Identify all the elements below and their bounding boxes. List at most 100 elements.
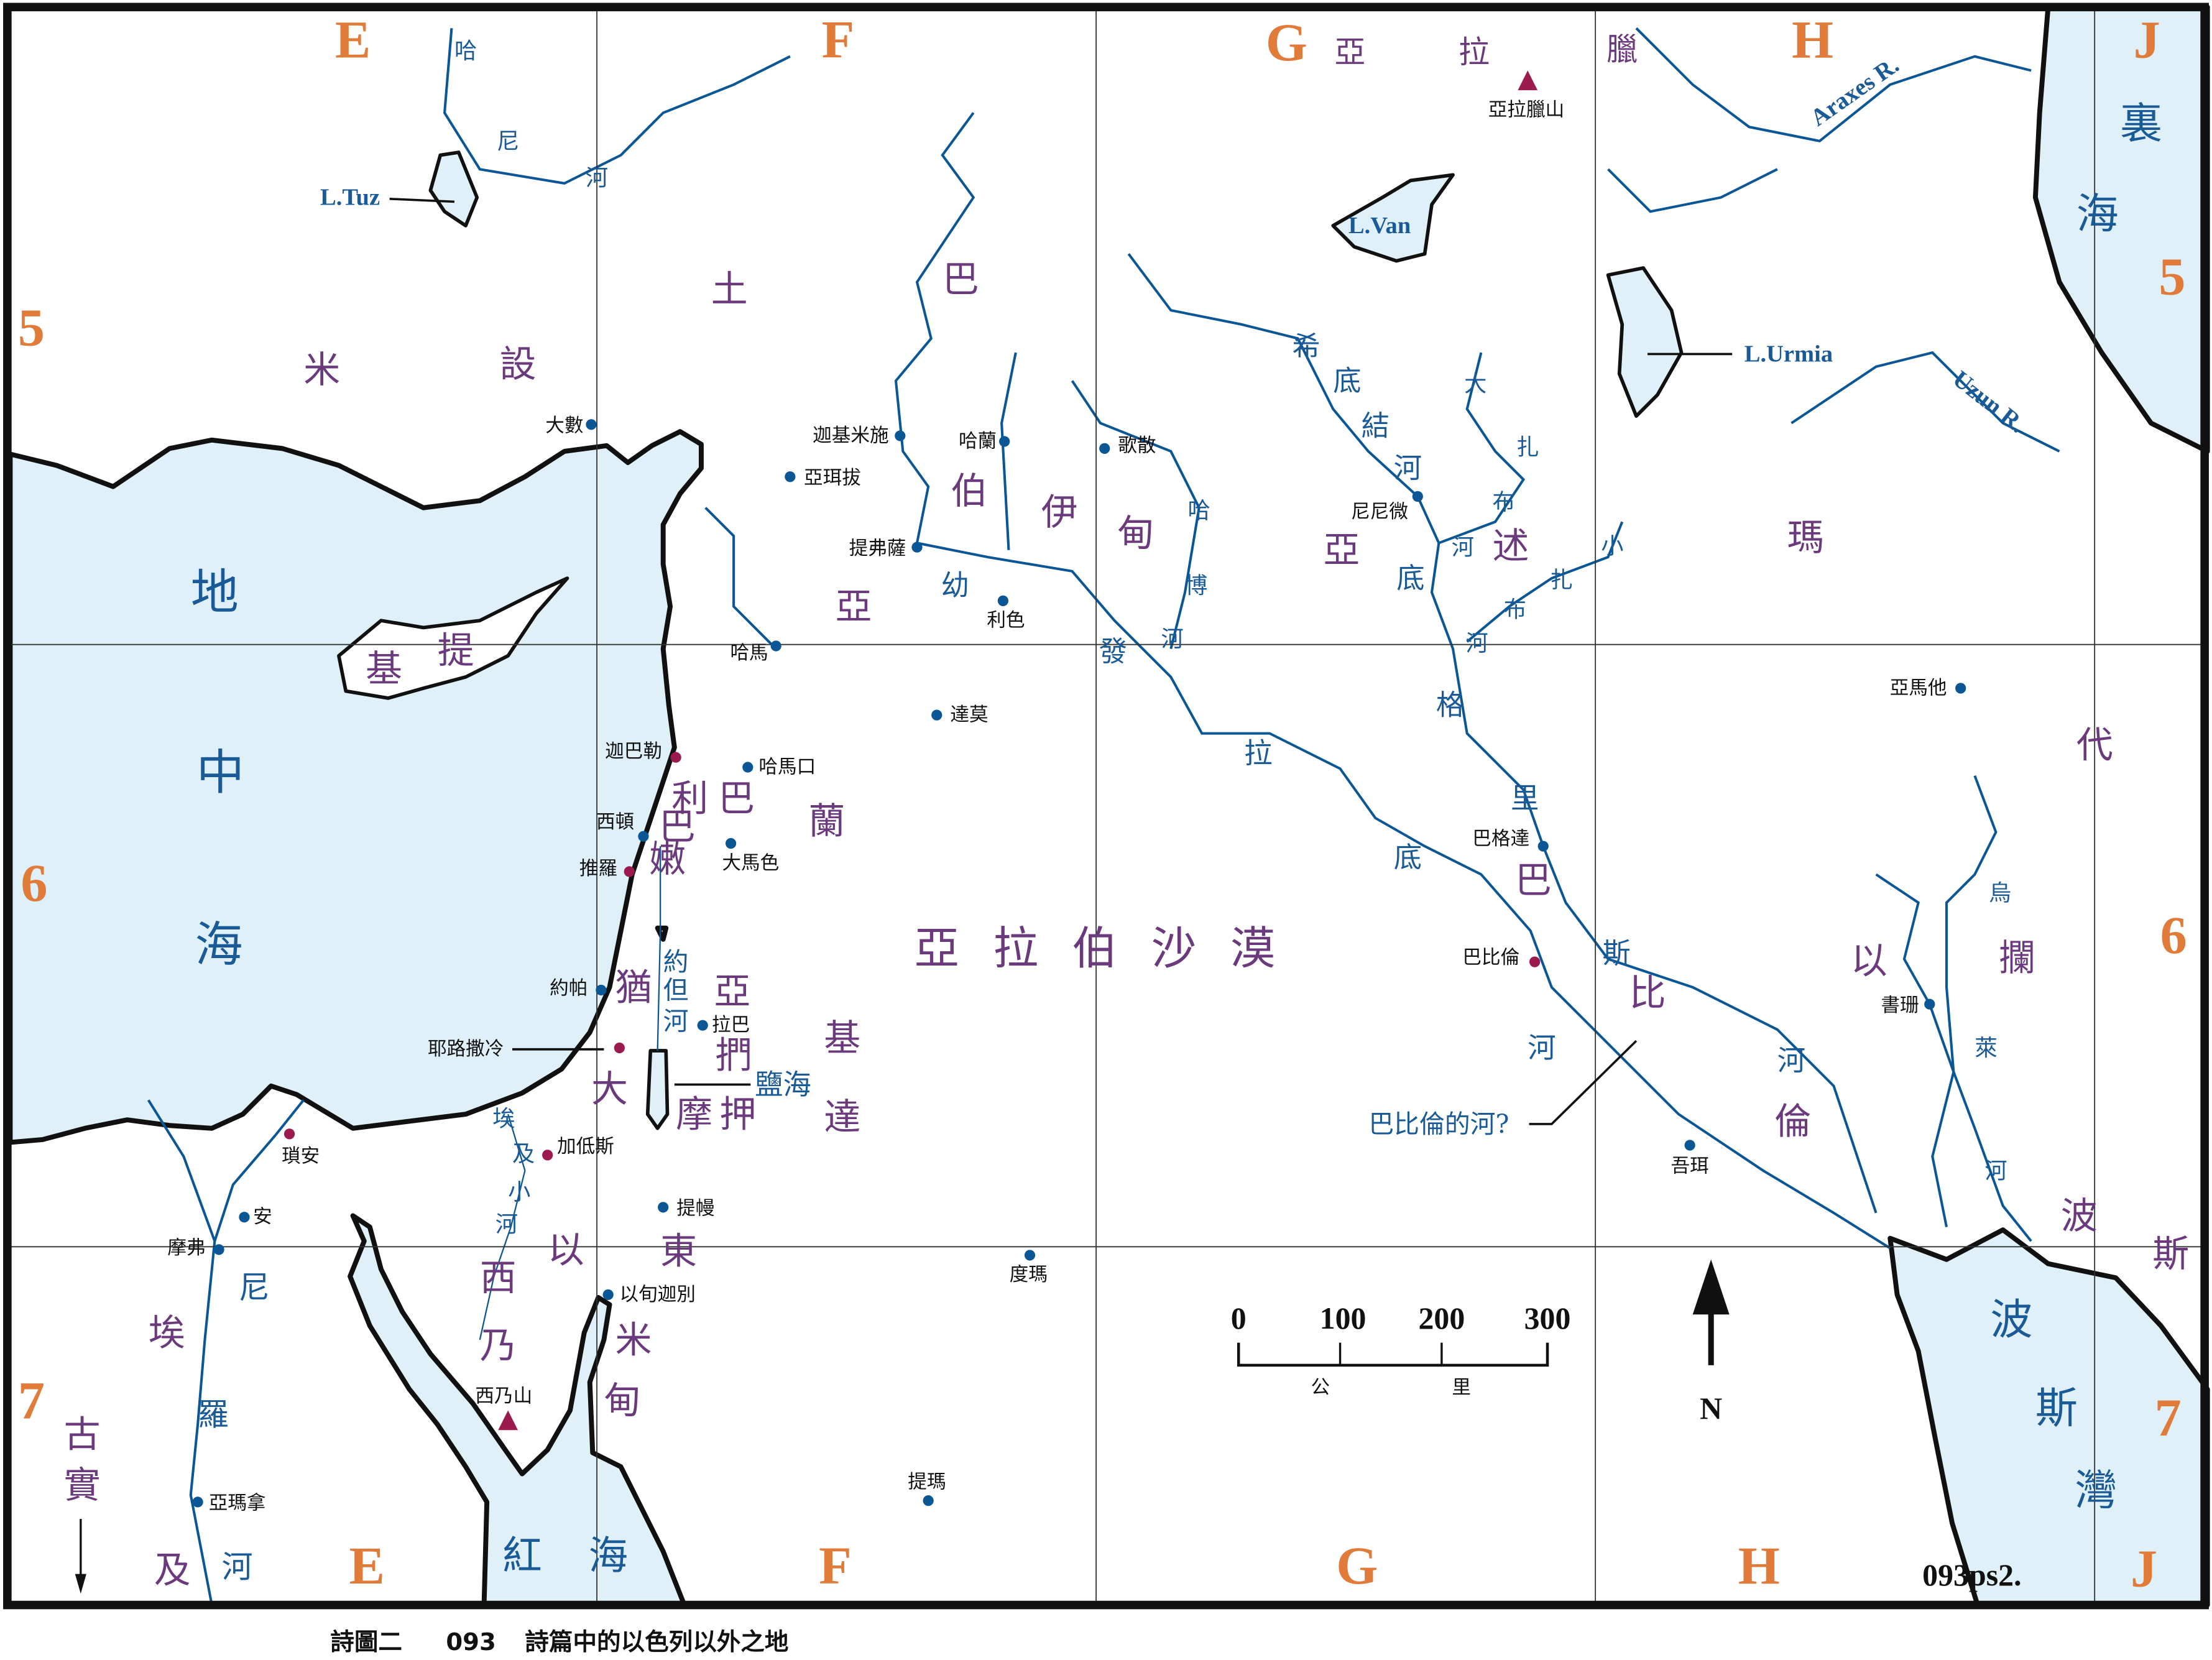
water-label: 海	[195, 917, 243, 973]
region-label: 西	[480, 1257, 517, 1299]
city-marker-icon	[1412, 491, 1423, 502]
water-label: 烏	[1989, 879, 2011, 906]
euphrates-river	[894, 112, 1891, 1250]
city-marker-icon	[283, 1128, 295, 1140]
water-label: 斯	[2035, 1385, 2078, 1434]
grid-column-label: G	[1336, 1536, 1378, 1595]
city-label: 迦基米施	[813, 425, 888, 446]
grid-column-label: J	[2134, 10, 2160, 70]
jordan-river	[657, 846, 661, 1051]
grid-row-label: 6	[2160, 905, 2187, 965]
water-label: 河	[1465, 630, 1488, 657]
region-label: 巴	[1515, 859, 1552, 901]
nile-delta-east	[213, 1099, 305, 1242]
caption-title: 詩篇中的以色列以外之地	[525, 1628, 788, 1656]
red-sea	[348, 1213, 687, 1608]
region-label: 東	[660, 1230, 697, 1273]
south-arrow-head	[75, 1574, 86, 1594]
region-label: 沙	[1151, 923, 1197, 975]
water-label: 哈	[454, 37, 477, 64]
great-zab-river	[1438, 352, 1526, 545]
caption-number: 093	[446, 1628, 495, 1656]
water-label: 灣	[2075, 1466, 2117, 1515]
city-label: 加低斯	[557, 1136, 614, 1158]
lake-or-river-name: L.Tuz	[320, 185, 380, 211]
water-label: 河	[1528, 1031, 1555, 1064]
city-label: 吾珥	[1671, 1156, 1709, 1178]
water-label: 發	[1099, 635, 1127, 668]
city-label: 巴格達	[1472, 828, 1529, 850]
cyprus	[337, 576, 569, 700]
water-label: 河	[1777, 1044, 1805, 1077]
city-marker-icon	[638, 831, 649, 842]
region-label: 漠	[1230, 923, 1276, 975]
city-label: 哈馬口	[758, 757, 816, 778]
region-label: 設	[500, 343, 537, 385]
region-label: 波	[2061, 1194, 2098, 1237]
city-marker-icon	[785, 471, 796, 482]
city-marker-icon	[624, 866, 635, 877]
city-label: 耶路撒冷	[428, 1038, 504, 1060]
grid-row-label: 7	[18, 1371, 45, 1431]
city-marker-icon	[1024, 1250, 1036, 1261]
region-label: 巴	[942, 258, 979, 301]
city-marker-icon	[911, 542, 923, 553]
lake-urmia	[1606, 266, 1684, 418]
seas	[7, 4, 2210, 1608]
city-label: 利色	[987, 610, 1025, 632]
city-marker-icon	[239, 1212, 250, 1223]
scale-unit-gong: 公	[1311, 1376, 1330, 1398]
city-label: 拉巴	[712, 1015, 750, 1036]
water-label: 小	[1601, 532, 1623, 559]
scale-bar: 0 100 200 300 公 里	[1231, 1301, 1571, 1398]
water-label: 紅	[502, 1533, 542, 1579]
region-label: 伯	[951, 469, 987, 512]
city-marker-icon	[895, 430, 906, 441]
orontes-river	[704, 507, 777, 650]
water-label: 結	[1362, 410, 1389, 443]
region-label: 伯	[1072, 923, 1118, 975]
region-label: 巴	[718, 777, 755, 819]
scale-label-200: 200	[1418, 1301, 1465, 1335]
city-marker-icon	[742, 762, 753, 773]
region-label: 臘	[1606, 31, 1638, 67]
nile-river	[147, 1099, 216, 1605]
water-label: 但	[663, 975, 689, 1005]
uzun-river	[1790, 351, 2060, 453]
rivers	[147, 27, 2060, 1605]
city-label: 歌散	[1118, 435, 1156, 456]
city-marker-icon	[1529, 956, 1541, 967]
city-label: 亞瑪拿	[209, 1493, 266, 1515]
city-marker-icon	[213, 1244, 224, 1255]
grid-row-label: 5	[18, 297, 45, 357]
water-label: 河	[222, 1549, 253, 1585]
markers	[192, 70, 1966, 1508]
city-label: 安	[253, 1206, 272, 1228]
water-label: 河	[1984, 1157, 2007, 1184]
region-label: 比	[1629, 972, 1666, 1015]
city-marker-icon	[1955, 683, 1966, 694]
region-label: 述	[1493, 524, 1529, 567]
scale-unit-li: 里	[1452, 1376, 1471, 1398]
region-label: 捫	[716, 1033, 752, 1076]
water-label: 拉	[1244, 737, 1272, 770]
region-label: 基	[366, 647, 402, 690]
city-label: 哈馬	[730, 642, 768, 664]
water-label: 河	[1394, 452, 1422, 485]
city-marker-icon	[614, 1042, 625, 1054]
tigris-river	[1127, 253, 1878, 1214]
city-label: 西乃山	[475, 1385, 532, 1407]
region-label: 基	[824, 1017, 860, 1059]
map-frame	[3, 2, 2209, 1610]
lake-tuz	[428, 150, 479, 228]
north-arrow-head	[1692, 1259, 1730, 1315]
water-label: 萊	[1975, 1035, 1997, 1061]
grid-row-label: 7	[2155, 1388, 2182, 1447]
water-label: 中	[196, 745, 244, 801]
region-label: 亞	[835, 585, 872, 628]
water-label: 底	[1394, 841, 1422, 874]
halys-river	[443, 28, 791, 185]
water-label: 里	[1511, 782, 1539, 814]
scale-label-100: 100	[1320, 1301, 1366, 1335]
mountain-marker-icon	[1518, 70, 1538, 91]
